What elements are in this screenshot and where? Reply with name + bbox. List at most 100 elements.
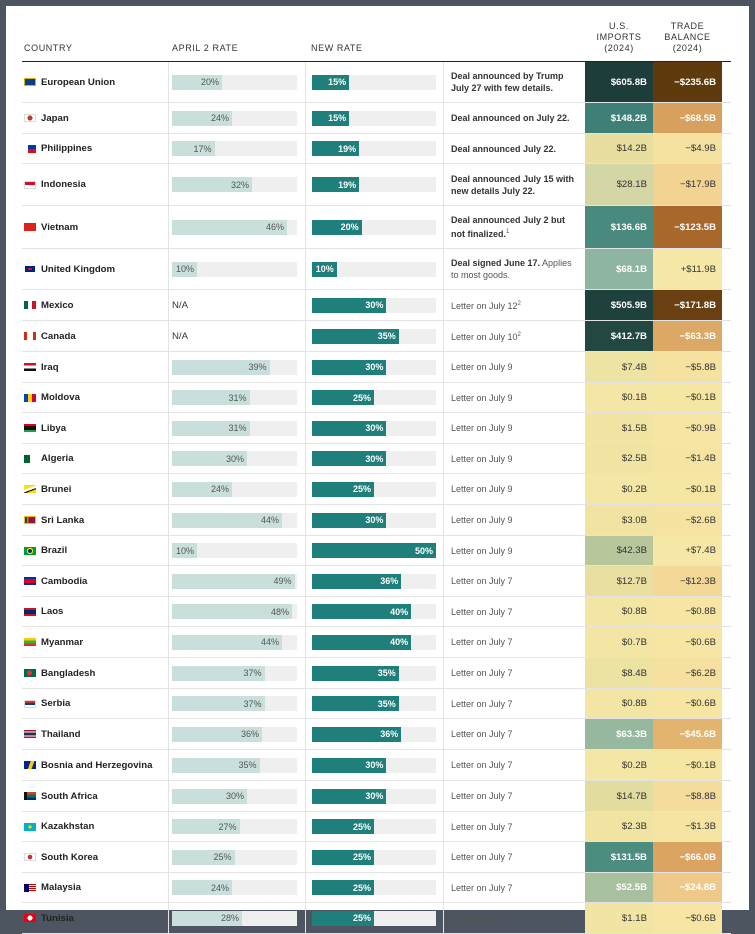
new-rate-cell: 30% xyxy=(312,413,436,443)
flag-icon-jp xyxy=(24,114,36,122)
april-rate-track: 30% xyxy=(172,451,297,466)
new-rate-bar: 30% xyxy=(312,359,387,375)
new-rate-track: 25% xyxy=(312,880,436,895)
new-rate-track: 15% xyxy=(312,110,436,126)
country-name: Moldova xyxy=(41,392,80,403)
table-body: European Union 20% 15% Deal announced by Tr… xyxy=(22,62,731,934)
trade-balance-value: −$2.6B xyxy=(653,505,722,535)
table-header: COUNTRY APRIL 2 RATE NEW RATE U.S. IMPORT… xyxy=(22,10,731,62)
us-imports-value: $412.7B xyxy=(585,321,653,351)
trade-balance-value: −$12.3B xyxy=(653,566,722,596)
column-divider xyxy=(443,474,444,504)
us-imports-value: $14.7B xyxy=(585,781,653,811)
status-note-text: Letter on July 7 xyxy=(451,729,513,739)
column-divider xyxy=(168,627,169,657)
us-imports-value: $28.1B xyxy=(585,164,653,205)
trade-balance-value: +$7.4B xyxy=(653,536,722,565)
column-divider xyxy=(305,413,306,443)
column-divider xyxy=(443,719,444,749)
country-name: Kazakhstan xyxy=(41,821,95,832)
april-rate-cell: 10% xyxy=(172,536,297,565)
new-rate-cell: 19% xyxy=(312,134,436,163)
april-rate-bar: 46% xyxy=(172,219,287,235)
april-rate-track: 20% xyxy=(172,74,297,90)
us-imports-value: $8.4B xyxy=(585,658,653,688)
april-rate-cell: 37% xyxy=(172,689,297,718)
country-cell: Sri Lanka xyxy=(24,505,169,535)
flag-icon-ly xyxy=(24,424,36,432)
us-imports-value: $131.5B xyxy=(585,842,653,872)
flag-icon-bn xyxy=(24,485,36,493)
column-divider xyxy=(443,658,444,688)
trade-balance-value: −$0.8B xyxy=(653,597,722,626)
trade-balance-value: −$0.6B xyxy=(653,627,722,657)
country-name: United Kingdom xyxy=(41,263,116,275)
new-rate-track: 30% xyxy=(312,451,436,466)
trade-balance-value: −$1.3B xyxy=(653,812,722,841)
new-rate-cell: 40% xyxy=(312,627,436,657)
country-cell: Bosnia and Herzegovina xyxy=(24,750,169,780)
new-rate-cell: 36% xyxy=(312,566,436,596)
status-note: Deal announced on July 22. xyxy=(451,103,581,133)
column-divider xyxy=(305,903,306,933)
new-rate-cell: 25% xyxy=(312,474,436,504)
status-note: Letter on July 9 xyxy=(451,413,581,443)
footnote-marker: 2 xyxy=(517,301,521,307)
april-rate-cell: 36% xyxy=(172,719,297,749)
flag-icon-bd xyxy=(24,669,36,677)
column-divider xyxy=(168,566,169,596)
country-cell: European Union xyxy=(24,62,169,102)
april-rate-track: 24% xyxy=(172,110,297,126)
flag-icon-la xyxy=(24,607,36,616)
april-rate-track: 27% xyxy=(172,819,297,834)
new-rate-cell: 25% xyxy=(312,812,436,841)
table-row: Brazil 10% 50% Letter on July 9 $42.3B +$7.4B xyxy=(22,536,731,566)
april-rate-track: 24% xyxy=(172,880,297,895)
new-rate-bar: 30% xyxy=(312,451,387,466)
status-note-text: Letter on July 7 xyxy=(451,913,513,923)
status-note: Letter on July 122 xyxy=(451,290,581,320)
status-note-bold: Deal announced on July 22. xyxy=(451,113,570,123)
column-divider xyxy=(168,249,169,289)
column-divider xyxy=(168,873,169,902)
status-note-bold: Deal announced July 2 but not finalized. xyxy=(451,215,566,239)
country-name: Bosnia and Herzegovina xyxy=(41,759,153,771)
column-divider xyxy=(305,597,306,626)
status-note: Letter on July 7 xyxy=(451,658,581,688)
column-divider xyxy=(305,689,306,718)
column-divider xyxy=(305,290,306,320)
new-rate-bar: 35% xyxy=(312,328,399,344)
country-name: Myanmar xyxy=(41,636,84,648)
april-rate-cell: 30% xyxy=(172,781,297,811)
new-rate-track: 10% xyxy=(312,261,436,277)
new-rate-track: 30% xyxy=(312,512,436,528)
table-row: Malaysia 24% 25% Letter on July 7 $52.5B −$24… xyxy=(22,873,731,903)
april-rate-bar: 32% xyxy=(172,177,252,192)
country-cell: Libya xyxy=(24,413,169,443)
country-cell: Canada xyxy=(24,321,169,351)
us-imports-value: $505.9B xyxy=(585,290,653,320)
status-note: Letter on July 9 xyxy=(451,474,581,504)
new-rate-cell: 25% xyxy=(312,383,436,412)
new-rate-bar: 30% xyxy=(312,512,387,528)
table-row: Brunei 24% 25% Letter on July 9 $0.2B −$0.1B xyxy=(22,474,731,505)
trade-balance-value: −$8.8B xyxy=(653,781,722,811)
us-imports-value: $0.8B xyxy=(585,689,653,718)
status-note: Letter on July 7 xyxy=(451,812,581,841)
column-divider xyxy=(168,134,169,163)
table-row: Thailand 36% 36% Letter on July 7 $63.3B −$45… xyxy=(22,719,731,750)
table-row: Libya 31% 30% Letter on July 9 $1.5B −$0.9B xyxy=(22,413,731,444)
april-rate-cell: 31% xyxy=(172,383,297,412)
country-cell: Mexico xyxy=(24,290,169,320)
new-rate-cell: 30% xyxy=(312,290,436,320)
column-divider xyxy=(305,812,306,841)
country-cell: South Africa xyxy=(24,781,169,811)
new-rate-track: 15% xyxy=(312,74,436,90)
trade-balance-value: −$171.8B xyxy=(653,290,722,320)
column-divider xyxy=(443,249,444,289)
column-divider xyxy=(443,689,444,718)
country-cell: Iraq xyxy=(24,352,169,382)
table-row: Myanmar 44% 40% Letter on July 7 $0.7B −$0.6B xyxy=(22,627,731,658)
april-rate-na: N/A xyxy=(172,330,188,342)
flag-icon-vn xyxy=(24,223,36,231)
